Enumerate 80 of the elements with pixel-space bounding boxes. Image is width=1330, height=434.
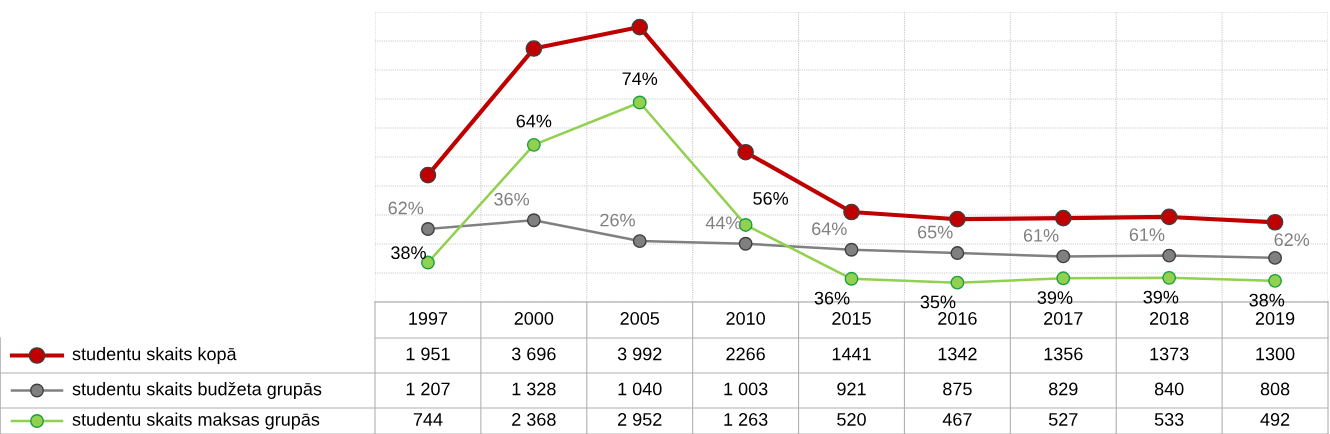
data-label: 921: [837, 382, 866, 396]
annotation: 36%: [494, 192, 530, 206]
point: [632, 234, 647, 249]
point: [1056, 271, 1071, 286]
point: [738, 236, 753, 251]
data-label: 1441: [832, 347, 871, 361]
data-label: 3 696: [511, 347, 556, 361]
annotation: 39%: [1037, 291, 1073, 304]
point: [1268, 250, 1283, 265]
x-tick-label: 2005: [620, 312, 660, 325]
annotation: 64%: [516, 114, 552, 128]
data-label: 1 040: [618, 382, 662, 396]
annotation: 26%: [600, 213, 635, 227]
point: [1268, 273, 1283, 288]
point: [844, 242, 859, 257]
data-label: 533: [1154, 413, 1184, 426]
point: [737, 143, 754, 161]
x-tick-label: 2000: [514, 312, 554, 325]
data-label: 829: [1049, 382, 1078, 396]
annotation: 35%: [920, 295, 956, 309]
data-label: 1373: [1150, 347, 1189, 361]
point: [632, 95, 647, 110]
legend-label: studentu skaits maksas grupās: [72, 412, 320, 430]
data-label: 2 368: [512, 413, 556, 426]
annotation: 62%: [388, 201, 424, 215]
point: [1162, 270, 1177, 285]
data-label: 2 952: [618, 413, 662, 426]
annotation: 38%: [1249, 293, 1285, 307]
point: [1056, 249, 1071, 264]
point: [844, 271, 859, 286]
annotation: 64%: [812, 222, 847, 236]
annotation: 38%: [391, 246, 426, 260]
x-tick-label: 2016: [938, 312, 977, 325]
data-label: 1 328: [512, 382, 556, 396]
annotation: 65%: [918, 225, 953, 239]
data-label: 1 263: [724, 413, 768, 426]
annotation: 61%: [1023, 229, 1059, 242]
x-tick-label: 1997: [409, 312, 448, 325]
annotation: 61%: [1129, 228, 1165, 241]
data-label: 1 003: [724, 382, 768, 396]
annotation: 74%: [622, 72, 658, 86]
point: [1054, 209, 1072, 227]
data-label: 520: [837, 413, 866, 426]
point: [525, 40, 543, 57]
data-label: 1 207: [406, 382, 450, 396]
x-tick-label: 2010: [726, 312, 765, 325]
point: [950, 246, 965, 261]
point: [1160, 208, 1178, 226]
annotation: 39%: [1143, 290, 1179, 304]
annotation: 36%: [814, 291, 850, 305]
x-tick-label: 2017: [1044, 312, 1083, 325]
data-label: 467: [942, 413, 972, 426]
data-label: 1356: [1044, 347, 1083, 361]
data-label: 2266: [726, 347, 765, 361]
point: [950, 275, 965, 290]
data-label: 875: [943, 382, 972, 396]
x-tick-label: 2015: [832, 312, 871, 325]
data-label: 1300: [1256, 347, 1295, 361]
point: [526, 213, 541, 228]
data-label: 808: [1260, 382, 1290, 396]
data-label: 527: [1048, 413, 1078, 426]
annotation: 56%: [753, 191, 789, 205]
data-label: 744: [413, 413, 443, 426]
x-tick-label: 2018: [1149, 312, 1189, 325]
point: [419, 166, 437, 184]
point: [1266, 213, 1284, 231]
legend-label: studentu skaits kopā: [72, 347, 237, 364]
data-label: 1 951: [406, 347, 450, 361]
data-label: 492: [1260, 413, 1290, 426]
point: [631, 18, 649, 36]
point: [420, 222, 435, 236]
x-tick-label: 2019: [1255, 312, 1295, 325]
point: [526, 137, 541, 152]
data-label: 3 992: [617, 347, 662, 361]
point: [843, 203, 860, 221]
point: [1162, 248, 1177, 263]
data-label: 1342: [938, 347, 977, 361]
annotation: 62%: [1274, 233, 1310, 247]
legend-label: studentu skaits budžeta grupās: [72, 382, 322, 399]
data-label: 840: [1154, 382, 1184, 396]
